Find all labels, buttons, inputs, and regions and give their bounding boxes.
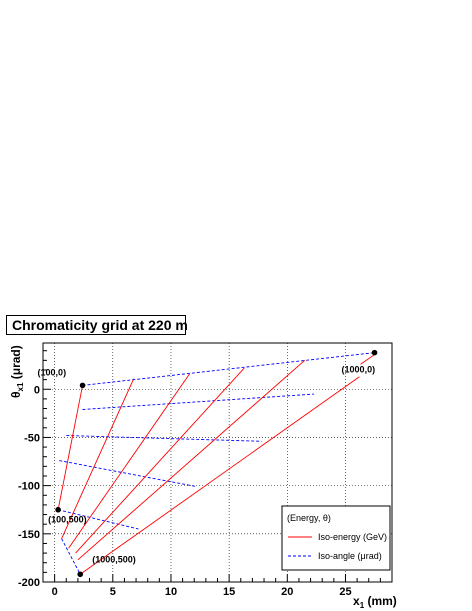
grid-corner-label: (1000,500) xyxy=(92,554,136,564)
x-tick-label: 15 xyxy=(223,586,235,598)
iso-angle-line xyxy=(66,435,262,442)
legend: (Energy, θ) Iso-energy (GeV) Iso-angle (… xyxy=(281,505,391,571)
y-tick-label: -100 xyxy=(18,481,40,493)
iso-angle-line xyxy=(61,538,81,575)
legend-label-iso-energy: Iso-energy (GeV) xyxy=(318,532,387,542)
y-axis-title-unit: (μrad) xyxy=(9,345,23,382)
grid-corner-label: (100,500) xyxy=(48,515,87,525)
y-tick-label: -150 xyxy=(18,529,40,541)
x-tick-label: 25 xyxy=(339,586,351,598)
markers: (100,0) (1000,0) (100,500) (1000,500) xyxy=(38,349,378,578)
x-tick-label: 5 xyxy=(110,586,116,598)
series-lines xyxy=(57,352,375,575)
x-axis-title-sub: 1 xyxy=(360,601,365,610)
grid-corner-marker xyxy=(371,349,378,356)
chart-title-text: Chromaticity grid at 220 m xyxy=(12,317,188,333)
grid-corner-label: (100,0) xyxy=(38,367,67,377)
iso-angle-line xyxy=(82,393,315,410)
grid-corner-marker xyxy=(55,506,61,513)
iso-energy-line xyxy=(77,360,306,561)
iso-energy-line xyxy=(61,378,135,539)
iso-energy-line xyxy=(68,373,190,549)
x-tick-label: 10 xyxy=(165,586,177,598)
y-tick-label: -50 xyxy=(24,432,40,444)
iso-angle-line xyxy=(58,509,139,530)
y-axis-title-main: θ xyxy=(9,392,23,399)
y-axis-title: θx1 (μrad) xyxy=(9,345,25,398)
iso-energy-line xyxy=(79,376,360,575)
x-tick-label: 0 xyxy=(52,586,58,598)
grid-corner-marker xyxy=(79,382,86,389)
iso-angle-line xyxy=(59,460,197,488)
iso-energy-line xyxy=(75,367,245,554)
y-tick-label: 0 xyxy=(34,384,40,396)
x-axis-title-unit: (mm) xyxy=(364,594,397,608)
iso-energy-line xyxy=(57,385,83,510)
grid-corner-label: (1000,0) xyxy=(342,365,376,375)
chart-title: Chromaticity grid at 220 m xyxy=(6,315,188,335)
grid-corner-marker xyxy=(77,571,84,578)
x-axis-title-main: x xyxy=(353,594,360,608)
legend-header: (Energy, θ) xyxy=(287,513,331,523)
y-tick-label: -200 xyxy=(18,577,40,589)
iso-angle-line xyxy=(82,352,375,386)
y-axis-title-sub: x1 xyxy=(16,382,25,391)
axis-ticks: 0 5 10 15 20 25 0 -50 -100 -150 -200 xyxy=(18,350,393,598)
legend-label-iso-angle: Iso-angle (μrad) xyxy=(318,551,382,561)
legend-box xyxy=(281,505,391,571)
x-tick-label: 20 xyxy=(281,586,293,598)
iso-energy-line xyxy=(360,354,375,365)
x-axis-title: x1 (mm) xyxy=(353,594,397,610)
